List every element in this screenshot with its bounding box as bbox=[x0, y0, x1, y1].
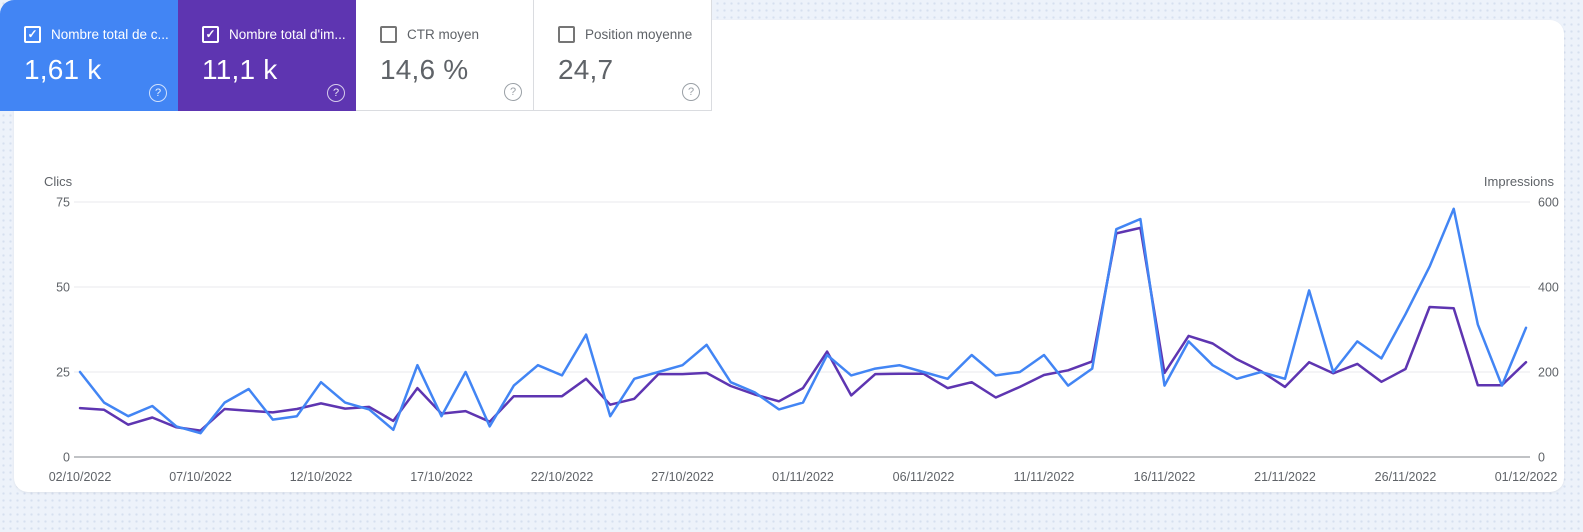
card-total-impressions-value: 11,1 k bbox=[202, 54, 278, 85]
left-axis-tick: 75 bbox=[56, 196, 70, 210]
left-axis-tick: 0 bbox=[63, 451, 70, 465]
checkbox-avg-ctr[interactable] bbox=[380, 26, 397, 43]
card-checkbox-row: Position moyenne bbox=[558, 26, 711, 43]
x-tick-label: 26/11/2022 bbox=[1375, 470, 1437, 484]
left-axis-tick: 50 bbox=[56, 281, 70, 295]
help-icon[interactable]: ? bbox=[149, 84, 167, 102]
card-checkbox-row: CTR moyen bbox=[380, 26, 533, 43]
card-avg-ctr[interactable]: CTR moyen 14,6 % ? bbox=[356, 0, 534, 111]
x-tick-label: 06/11/2022 bbox=[893, 470, 955, 484]
right-axis-tick: 0 bbox=[1538, 451, 1545, 465]
x-tick-label: 07/10/2022 bbox=[169, 470, 232, 484]
x-tick-label: 17/10/2022 bbox=[410, 470, 473, 484]
left-axis-title: Clics bbox=[44, 174, 73, 189]
x-tick-label: 27/10/2022 bbox=[651, 470, 714, 484]
right-axis-tick: 200 bbox=[1538, 366, 1559, 380]
card-avg-position-value: 24,7 bbox=[558, 54, 614, 85]
card-total-impressions[interactable]: ✓ Nombre total d'im... 11,1 k ? bbox=[178, 0, 356, 111]
left-axis-tick: 25 bbox=[56, 366, 70, 380]
card-avg-ctr-value: 14,6 % bbox=[380, 54, 469, 85]
x-tick-label: 16/11/2022 bbox=[1134, 470, 1196, 484]
card-total-impressions-label: Nombre total d'im... bbox=[229, 27, 346, 42]
x-tick-label: 01/11/2022 bbox=[772, 470, 834, 484]
x-tick-label: 12/10/2022 bbox=[290, 470, 353, 484]
card-avg-position-label: Position moyenne bbox=[585, 27, 693, 42]
card-total-clicks[interactable]: ✓ Nombre total de c... 1,61 k ? bbox=[0, 0, 178, 111]
right-axis-title: Impressions bbox=[1484, 174, 1555, 189]
help-icon[interactable]: ? bbox=[504, 83, 522, 101]
checkbox-total-clicks[interactable]: ✓ bbox=[24, 26, 41, 43]
x-tick-label: 22/10/2022 bbox=[531, 470, 594, 484]
x-tick-label: 01/12/2022 bbox=[1495, 470, 1558, 484]
card-total-clicks-label: Nombre total de c... bbox=[51, 27, 169, 42]
impressions-line bbox=[78, 226, 1528, 432]
checkbox-avg-position[interactable] bbox=[558, 26, 575, 43]
card-checkbox-row: ✓ Nombre total d'im... bbox=[202, 26, 356, 43]
checkbox-total-impressions[interactable]: ✓ bbox=[202, 26, 219, 43]
card-checkbox-row: ✓ Nombre total de c... bbox=[24, 26, 178, 43]
right-axis-tick: 400 bbox=[1538, 281, 1559, 295]
right-axis-tick: 600 bbox=[1538, 196, 1559, 210]
performance-line-chart[interactable]: 0 0 25 200 50 400 75 600 Clics Impressions 02/10/2… bbox=[14, 20, 1583, 532]
help-icon[interactable]: ? bbox=[327, 84, 345, 102]
help-icon[interactable]: ? bbox=[682, 83, 700, 101]
card-avg-position[interactable]: Position moyenne 24,7 ? bbox=[534, 0, 712, 111]
card-total-clicks-value: 1,61 k bbox=[24, 54, 102, 85]
x-tick-label: 21/11/2022 bbox=[1254, 470, 1316, 484]
card-avg-ctr-label: CTR moyen bbox=[407, 27, 480, 42]
clics-line bbox=[78, 207, 1528, 435]
x-tick-label: 11/11/2022 bbox=[1014, 470, 1075, 484]
x-tick-label: 02/10/2022 bbox=[49, 470, 112, 484]
metric-cards: ✓ Nombre total de c... 1,61 k ? ✓ Nombre… bbox=[0, 0, 712, 111]
